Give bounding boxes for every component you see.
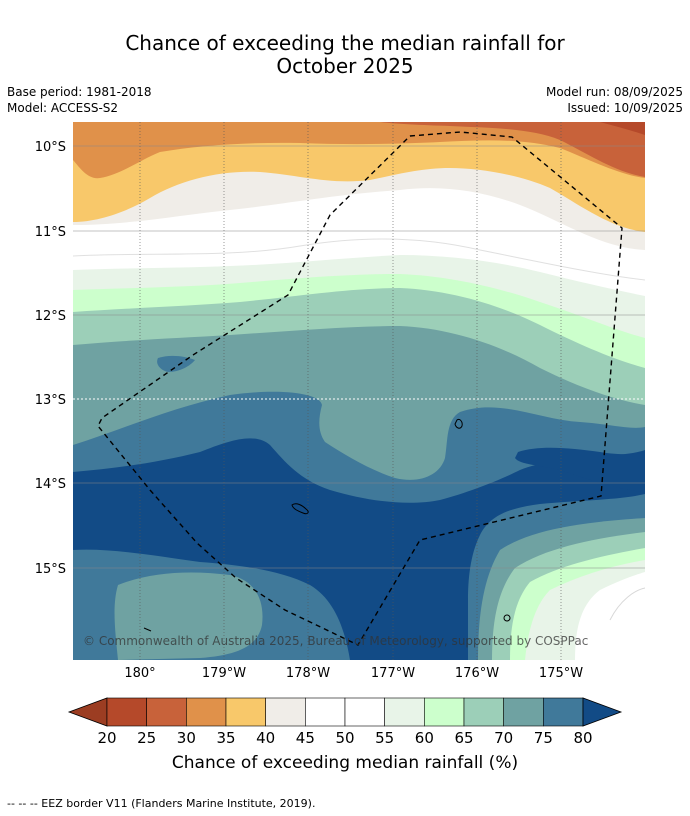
colorbar-segment — [305, 697, 346, 727]
band-70-75-south — [114, 572, 263, 660]
colorbar-tick-label: 70 — [494, 729, 513, 747]
colorbar-label: Chance of exceeding median rainfall (%) — [171, 753, 519, 773]
issued-date: Issued: 10/09/2025 — [567, 101, 683, 115]
lon-label: 180° — [124, 666, 155, 681]
colorbar-tick-label: 55 — [375, 729, 394, 747]
colorbar-tick-label: 20 — [97, 729, 116, 747]
lat-label: 15°S — [35, 562, 66, 577]
model-name: Model: ACCESS-S2 — [7, 101, 119, 115]
island — [454, 419, 463, 429]
colorbar-tick-label: 65 — [454, 729, 473, 747]
colorbar-tick-label: 40 — [256, 729, 275, 747]
latitude-labels: 10°S 11°S 12°S 13°S 14°S 15°S — [35, 140, 66, 577]
band-50-55-se — [575, 572, 645, 660]
colorbar-segment — [543, 697, 584, 727]
graticule-lat — [73, 145, 645, 569]
colorbar-segment — [225, 697, 266, 727]
colorbar-segment — [186, 697, 227, 727]
lon-label: 177°W — [371, 666, 415, 681]
colorbar-tick-label: 30 — [177, 729, 196, 747]
lat-label: 11°S — [35, 225, 66, 240]
lat-label: 14°S — [35, 477, 66, 492]
colorbar-ticks: 20 25 30 35 40 45 50 55 60 65 70 75 80 — [97, 729, 592, 747]
colorbar-segment — [106, 697, 147, 727]
colorbar-segment — [424, 697, 465, 727]
colorbar-tick-label: 25 — [137, 729, 156, 747]
island — [503, 614, 511, 622]
longitude-labels: 180° 179°W 178°W 177°W 176°W 175°W — [124, 666, 583, 681]
map-title-line2: October 2025 — [276, 54, 414, 78]
colorbar-segment — [265, 697, 306, 727]
island — [291, 503, 309, 515]
rainfall-contours: © Commonwealth of Australia 2025, Bureau… — [73, 122, 645, 660]
contour-line — [609, 587, 645, 621]
band-35-40 — [73, 122, 645, 232]
colorbar — [67, 697, 623, 727]
island — [143, 627, 152, 632]
colorbar-tick-label: 35 — [216, 729, 235, 747]
lon-label: 178°W — [286, 666, 330, 681]
eez-legend-note: -- -- -- EEZ border V11 (Flanders Marine… — [7, 797, 316, 810]
colorbar-extend-high — [582, 697, 623, 727]
colorbar-tick-label: 50 — [335, 729, 354, 747]
band-over-80-east — [515, 447, 645, 492]
band-20-25 — [600, 122, 645, 135]
contour-line — [73, 238, 645, 281]
lat-label: 12°S — [35, 309, 66, 324]
base-period: Base period: 1981-2018 — [7, 85, 152, 99]
band-over-80 — [73, 438, 645, 660]
rainfall-map: © Commonwealth of Australia 2025, Bureau… — [35, 122, 645, 747]
colorbar-tick-label: 45 — [296, 729, 315, 747]
map-title-line1: Chance of exceeding the median rainfall … — [125, 31, 565, 55]
lat-label: 13°S — [35, 393, 66, 408]
model-run: Model run: 08/09/2025 — [545, 85, 683, 99]
lon-label: 179°W — [202, 666, 246, 681]
colorbar-tick-label: 80 — [573, 729, 592, 747]
colorbar-tick-label: 60 — [415, 729, 434, 747]
lon-label: 175°W — [539, 666, 583, 681]
colorbar-extend-low — [67, 697, 108, 727]
eez-border — [97, 131, 623, 646]
colorbar-segment — [384, 697, 425, 727]
lon-label: 176°W — [455, 666, 499, 681]
colorbar-tick-label: 75 — [534, 729, 553, 747]
copyright-text: © Commonwealth of Australia 2025, Bureau… — [83, 634, 588, 648]
lat-label: 10°S — [35, 140, 66, 155]
band-25-30 — [380, 122, 645, 177]
colorbar-segment — [503, 697, 544, 727]
colorbar-segment — [146, 697, 187, 727]
colorbar-segment — [344, 697, 385, 727]
colorbar-segment — [463, 697, 504, 727]
